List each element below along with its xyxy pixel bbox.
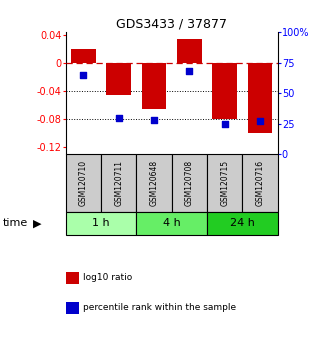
Bar (142, 63, 166, 109)
Bar (213, 63, 237, 119)
Text: GSM120711: GSM120711 (114, 160, 123, 206)
Text: GSM120716: GSM120716 (256, 160, 265, 206)
Text: GSM120710: GSM120710 (79, 160, 88, 206)
FancyBboxPatch shape (207, 212, 278, 235)
FancyBboxPatch shape (172, 154, 207, 212)
FancyBboxPatch shape (242, 154, 278, 212)
FancyBboxPatch shape (136, 154, 172, 212)
Bar (71, 49, 96, 63)
FancyBboxPatch shape (66, 212, 136, 235)
Text: 4 h: 4 h (163, 218, 181, 228)
Point (187, 68, 192, 74)
Text: percentile rank within the sample: percentile rank within the sample (83, 303, 237, 313)
FancyBboxPatch shape (66, 154, 101, 212)
FancyBboxPatch shape (136, 212, 207, 235)
Bar (248, 63, 272, 133)
Point (257, 119, 263, 124)
Text: time: time (3, 218, 29, 228)
Text: GSM120708: GSM120708 (185, 160, 194, 206)
Text: 24 h: 24 h (230, 218, 255, 228)
Text: log10 ratio: log10 ratio (83, 273, 133, 282)
FancyBboxPatch shape (101, 154, 136, 212)
Text: GSM120648: GSM120648 (150, 160, 159, 206)
Point (152, 117, 157, 123)
Text: 1 h: 1 h (92, 218, 110, 228)
Point (81, 72, 86, 78)
FancyBboxPatch shape (207, 154, 242, 212)
Bar (106, 63, 131, 95)
Bar (177, 39, 202, 63)
Text: ▶: ▶ (33, 218, 41, 228)
Point (116, 115, 121, 120)
Point (222, 121, 227, 127)
Title: GDS3433 / 37877: GDS3433 / 37877 (116, 18, 227, 31)
Text: GSM120715: GSM120715 (220, 160, 229, 206)
